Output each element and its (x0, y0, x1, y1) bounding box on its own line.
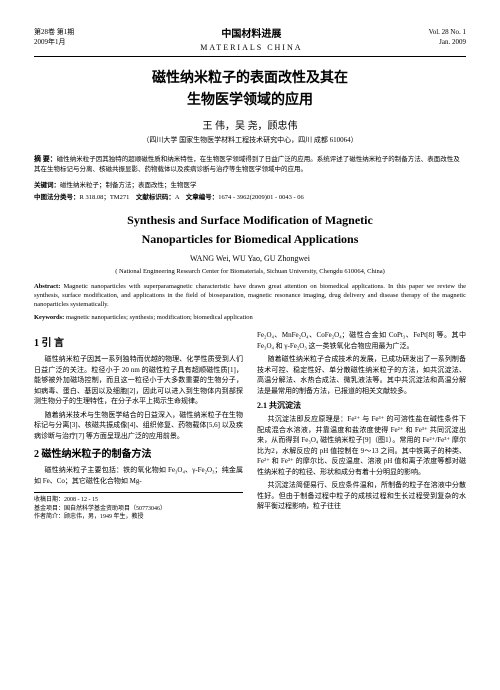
art-label: 文章编号： (186, 194, 219, 201)
paragraph: 随着纳米技术与生物医学结合的日益深入，磁性纳米粒子在生物标记与分离[3]、核磁共… (34, 410, 243, 442)
journal-en: MATERIALS CHINA (200, 42, 302, 53)
keywords-cn-label: 关键词： (34, 182, 60, 189)
header-left: 第28卷 第1期 2009年1月 (34, 28, 74, 53)
keywords-cn: 关键词：磁性纳米粒子；制备方法；表面改性；生物医学 (34, 181, 466, 190)
footer-info: 收稿日期：2008 - 12 - 15 基金项目：国自然科学基金资助项目（507… (34, 492, 243, 521)
cls-label: 中图法分类号： (34, 194, 80, 201)
art-value: 1674 - 3962(2009)01 - 0043 - 06 (218, 194, 304, 201)
keywords-cn-text: 磁性纳米粒子；制备方法；表面改性；生物医学 (60, 182, 197, 189)
journal-cn: 中国材料进展 (200, 28, 302, 42)
paragraph: 共沉淀法简便易行、反应条件温和，所制备的粒子在溶液中分散性好。但由于制备过程中粒… (257, 480, 466, 512)
header-center: 中国材料进展 MATERIALS CHINA (200, 28, 302, 53)
section-1-heading: 1 引 言 (34, 336, 243, 351)
paragraph: 随着磁性纳米粒子合成技术的发展，已成功研发出了一系列制备技术可控、稳定性好、单分… (257, 354, 466, 396)
abstract-cn: 摘 要：磁性纳米粒子因其独特的超顺磁性质和纳米特性，在生物医学领域得到了日益广泛… (34, 154, 466, 175)
body-columns: 1 引 言 磁性纳米粒子因其一系列独特而优越的物理、化学性质受到人们日益广泛的关… (34, 330, 466, 521)
title-en-line1: Synthesis and Surface Modification of Ma… (34, 212, 466, 229)
subsection-heading: 2.1 共沉淀法 (257, 400, 466, 412)
affiliation-cn: （四川大学 国家生物医学材料工程技术研究中心，四川 成都 610064） (34, 136, 466, 146)
keywords-en: Keywords: magnetic nanoparticles; synthe… (34, 313, 466, 322)
abstract-en-label: Abstract: (34, 283, 60, 290)
paragraph: 磁性纳米粒子因其一系列独特而优越的物理、化学性质受到人们日益广泛的关注。粒径小于… (34, 354, 243, 407)
authors-cn: 王 伟，吴 尧，顾忠伟 (34, 120, 466, 134)
volume-cn: 第28卷 第1期 (34, 28, 74, 38)
keywords-en-text: magnetic nanoparticles; synthesis; modif… (66, 314, 253, 321)
authors-en: WANG Wei, WU Yao, GU Zhongwei (34, 253, 466, 264)
affiliation-en: ( National Engineering Research Center f… (34, 267, 466, 276)
title-cn-line1: 磁性纳米粒子的表面改性及其在 (34, 69, 466, 89)
classification-meta: 中图法分类号：R 318.08；TM271 文献标识码：A 文章编号：1674 … (34, 193, 466, 202)
left-column: 1 引 言 磁性纳米粒子因其一系列独特而优越的物理、化学性质受到人们日益广泛的关… (34, 330, 243, 521)
right-column: Fe₂O₄、MnFe₂O₄、CoFe₂O₄；磁性合金如 CoPt₃、FePt[8… (257, 330, 466, 521)
date-en: Jan. 2009 (429, 38, 466, 48)
abstract-cn-label: 摘 要： (34, 155, 57, 163)
paragraph: 磁性纳米粒子主要包括：铁的氧化物如 Fe₃O₄、γ-Fe₂O₃；纯金属如 Fe、… (34, 465, 243, 486)
page-header: 第28卷 第1期 2009年1月 中国材料进展 MATERIALS CHINA … (34, 28, 466, 57)
paragraph: Fe₂O₄、MnFe₂O₄、CoFe₂O₄；磁性合金如 CoPt₃、FePt[8… (257, 330, 466, 351)
doc-value: A (175, 194, 179, 201)
received-date: 收稿日期：2008 - 12 - 15 (34, 496, 243, 504)
doc-label: 文献标识码： (136, 194, 175, 201)
author-bio: 作者简介：顾忠伟，男，1949 年生，教授 (34, 513, 243, 521)
abstract-en: Abstract: Magnetic nanoparticles with su… (34, 282, 466, 309)
keywords-en-label: Keywords: (34, 314, 64, 321)
date-cn: 2009年1月 (34, 38, 74, 48)
volume-en: Vol. 28 No. 1 (429, 28, 466, 38)
fund-info: 基金项目：国自然科学基金资助项目（50773046） (34, 505, 243, 513)
abstract-en-text: Magnetic nanoparticles with superparamag… (34, 283, 466, 308)
paragraph: 共沉淀法即反应原理是：Fe²⁺ 与 Fe³⁺ 的可溶性盐在碱性条件下配成混合水溶… (257, 414, 466, 477)
abstract-cn-text: 磁性纳米粒子因其独特的超顺磁性质和纳米特性，在生物医学领域得到了日益广泛的应用。… (34, 156, 460, 173)
title-en-line2: Nanoparticles for Biomedical Application… (34, 231, 466, 248)
section-2-heading: 2 磁性纳米粒子的制备方法 (34, 447, 243, 462)
cls-value: R 318.08；TM271 (80, 194, 130, 201)
header-right: Vol. 28 No. 1 Jan. 2009 (429, 28, 466, 53)
title-cn-line2: 生物医学领域的应用 (34, 91, 466, 111)
